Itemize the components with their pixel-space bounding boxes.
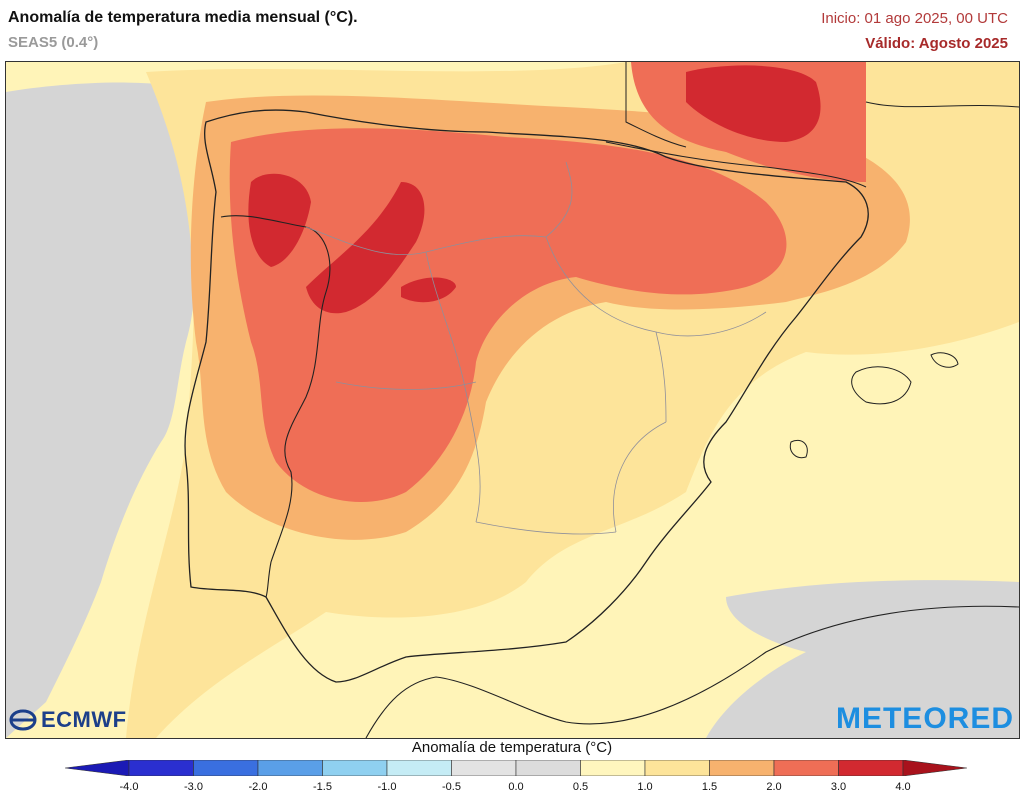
legend-tick-label: 0.0 (508, 781, 524, 793)
legend-title: Anomalía de temperatura (°C) (411, 739, 613, 756)
anomaly-map (6, 62, 1019, 738)
model-subtitle: SEAS5 (0.4°) (8, 34, 99, 51)
legend-swatch (773, 760, 839, 776)
regional-borders (305, 161, 767, 535)
ibiza-island (789, 439, 808, 459)
ecmwf-logo: ECMWF (8, 707, 127, 733)
legend-tick-label: -3.0 (184, 781, 203, 793)
anomaly-3-4-nw-zone (248, 173, 311, 267)
anomaly-3-4-france-zone (686, 65, 821, 142)
legend-tick-label: 1.5 (701, 781, 718, 793)
legend-swatch (257, 760, 323, 776)
legend-swatch (644, 760, 710, 776)
legend-tick-label: -2.0 (248, 781, 268, 793)
legend-tick-label: -1.5 (313, 781, 332, 793)
legend-swatch (709, 760, 775, 776)
france-coast (625, 62, 687, 148)
north-africa-coast (365, 605, 1019, 738)
legend-low-arrow (65, 760, 130, 776)
legend-swatch (515, 760, 581, 776)
legend-tick-row: -4.0 -3.0 -2.0 -1.5 -1.0 -0.5 0.0 0.5 1.0 1.5 2.0 3… (0, 781, 1024, 797)
legend-tick-label: 0.5 (572, 781, 589, 793)
mediterranean-neutral-zone (706, 580, 1019, 738)
meteored-logo: METEORED (835, 702, 1014, 735)
legend-swatch (451, 760, 517, 776)
legend-tick-label: 2.0 (766, 781, 782, 793)
france-south-coast (865, 101, 1019, 108)
iberia-coastline (184, 109, 869, 683)
ecmwf-emblem-icon (9, 709, 37, 731)
legend-colorbar (65, 760, 967, 776)
mallorca-island (851, 366, 912, 405)
legend-swatch (193, 760, 259, 776)
legend-tick-label: -1.0 (377, 781, 397, 793)
legend-swatch (322, 760, 388, 776)
map-title: Anomalía de temperatura media mensual (°… (8, 9, 358, 26)
legend-tick-label: 4.0 (895, 781, 911, 793)
legend-swatch (580, 760, 646, 776)
pyrenees-border (605, 141, 867, 188)
portugal-border (220, 215, 331, 598)
valid-time: Válido: Agosto 2025 (865, 35, 1008, 52)
legend-swatch (386, 760, 452, 776)
legend-tick-label: 3.0 (830, 781, 847, 793)
legend-tick-label: -0.5 (442, 781, 461, 793)
legend-tick-label: 1.0 (637, 781, 653, 793)
legend-tick-label: -4.0 (119, 781, 139, 793)
legend-swatch (128, 760, 194, 776)
anomaly-3-4-small-zone (401, 277, 456, 303)
menorca-island (930, 352, 959, 368)
legend-high-arrow (902, 760, 967, 776)
map-area[interactable] (5, 61, 1020, 739)
init-time: Inicio: 01 ago 2025, 00 UTC (821, 10, 1008, 27)
ecmwf-logo-text: ECMWF (41, 707, 127, 732)
anomaly-3-4-central-zone (306, 182, 425, 314)
atlantic-neutral-zone (6, 82, 220, 738)
legend-swatch (838, 760, 904, 776)
anomaly-2-3-zone (229, 128, 787, 502)
